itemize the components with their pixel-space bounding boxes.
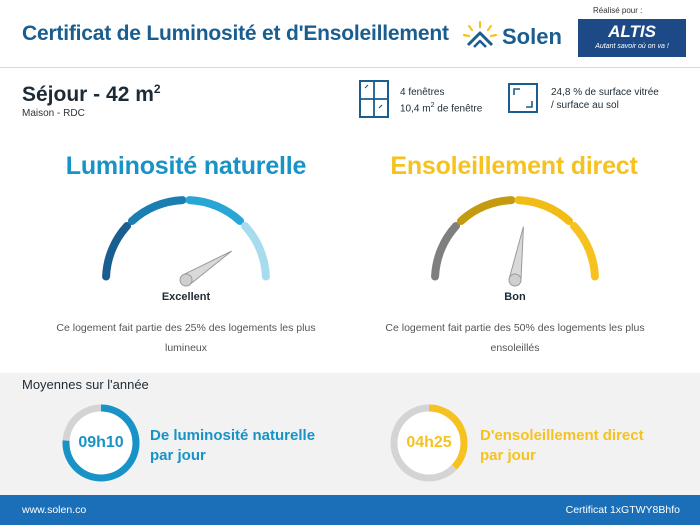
partner-label: Réalisé pour : xyxy=(593,6,643,15)
sunlight-ring xyxy=(390,404,468,482)
luminosity-average-label-1: De luminosité naturelle xyxy=(150,427,316,444)
room-subtitle: Maison - RDC xyxy=(22,108,85,119)
partner-logo: ALTIS Autant savoir où on va ! xyxy=(578,19,686,57)
luminosity-rating: Excellent xyxy=(161,291,211,303)
certificate-id: Certificat 1xGTWY8Bhfo xyxy=(565,504,680,516)
room-title-sup: 2 xyxy=(153,82,161,96)
sunlight-gauge-needle xyxy=(508,226,524,282)
luminosity-gauge-segment-1 xyxy=(102,221,132,281)
luminosity-average-label: De luminosité naturelle par jour xyxy=(150,426,340,466)
window-count: 4 fenêtres xyxy=(400,87,445,98)
sunlight-gauge-segment-4 xyxy=(569,221,599,281)
solen-brand: Solen xyxy=(502,24,562,49)
header-divider xyxy=(0,67,700,68)
luminosity-gauge-segment-2 xyxy=(127,196,187,226)
luminosity-title: Luminosité naturelle xyxy=(65,152,307,180)
sunlight-gauge-segment-2 xyxy=(456,196,516,226)
glazed-info: 24,8 % de surface vitrée / surface au so… xyxy=(551,86,659,112)
window-area-prefix: 10,4 m xyxy=(400,103,431,115)
window-area-suffix: de fenêtre xyxy=(434,103,483,115)
website-link[interactable]: www.solen.co xyxy=(22,504,87,516)
sunlight-title: Ensoleillement direct xyxy=(390,152,638,180)
window-icon xyxy=(359,80,389,118)
window-area-sup: 2 xyxy=(430,102,435,109)
sunlight-average-label: D'ensoleillement direct par jour xyxy=(480,426,680,466)
sunlight-average-value: 04h25 xyxy=(406,434,452,451)
luminosity-average-label-2: par jour xyxy=(150,447,206,464)
page-title: Certificat de Luminosité et d'Ensoleille… xyxy=(22,22,449,45)
luminosity-ring-fill xyxy=(62,404,140,482)
sunlight-gauge xyxy=(431,196,599,287)
sunlight-gauge-hub xyxy=(508,273,522,287)
luminosity-gauge xyxy=(102,196,270,287)
window-area: 10,4 m2 de fenêtre xyxy=(400,99,482,115)
partner-name: ALTIS xyxy=(608,22,656,41)
room-title: Séjour - 42 m2 xyxy=(22,82,161,107)
sunlight-gauge-segment-1 xyxy=(431,221,461,281)
solen-sun-house-icon xyxy=(462,20,498,48)
sunlight-average-label-2: par jour xyxy=(480,447,536,464)
glazed-line-2: / surface au sol xyxy=(551,100,619,111)
sunlight-ring-fill xyxy=(390,404,468,482)
footer: www.solen.co Certificat 1xGTWY8Bhfo xyxy=(0,495,700,525)
sunlight-average-label-1: D'ensoleillement direct xyxy=(480,427,644,444)
luminosity-gauge-hub xyxy=(179,273,193,287)
room-title-text: Séjour - 42 m xyxy=(22,83,154,106)
window-info: 4 fenêtres 10,4 m2 de fenêtre xyxy=(400,86,482,115)
glazed-line-1: 24,8 % de surface vitrée xyxy=(551,87,659,98)
luminosity-gauge-segment-3 xyxy=(185,196,245,226)
luminosity-average-value: 09h10 xyxy=(78,434,124,451)
glazed-surface-icon xyxy=(508,83,538,113)
averages-title: Moyennes sur l'année xyxy=(22,377,149,392)
luminosity-gauge-segment-4 xyxy=(240,221,270,281)
header: Certificat de Luminosité et d'Ensoleille… xyxy=(0,0,700,68)
luminosity-description: Ce logement fait partie des 25% des loge… xyxy=(56,322,316,354)
luminosity-ring xyxy=(62,404,140,482)
sunlight-rating: Bon xyxy=(504,291,526,303)
sunlight-description: Ce logement fait partie des 50% des loge… xyxy=(385,322,645,354)
partner-tagline: Autant savoir où on va ! xyxy=(595,43,669,50)
sunlight-gauge-segment-3 xyxy=(514,196,574,226)
